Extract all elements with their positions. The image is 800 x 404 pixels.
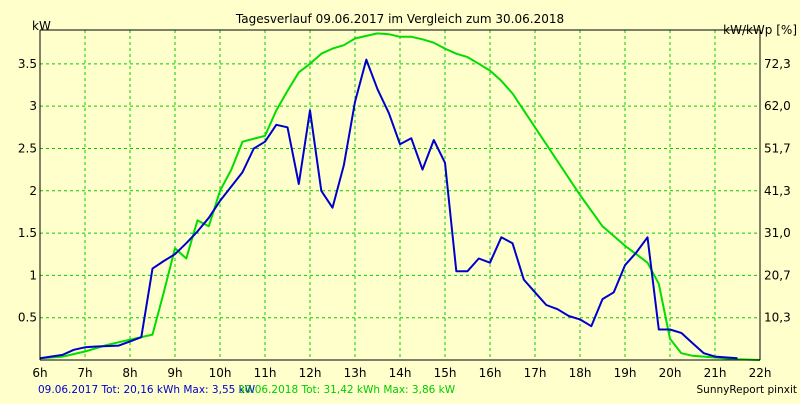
y-right-tick-label: 20,7	[764, 268, 791, 282]
x-tick-label: 20h	[659, 366, 682, 380]
y-right-tick-label: 41,3	[764, 184, 791, 198]
x-tick-label: 18h	[569, 366, 592, 380]
x-tick-label: 19h	[614, 366, 637, 380]
x-tick-label: 9h	[167, 366, 182, 380]
y-left-tick-label: 1	[29, 268, 37, 282]
x-tick-label: 15h	[434, 366, 457, 380]
y-right-tick-label: 72,3	[764, 57, 791, 71]
x-tick-label: 7h	[77, 366, 92, 380]
y-right-tick-label: 31,0	[764, 226, 791, 240]
x-tick-label: 14h	[389, 366, 412, 380]
y-left-tick-label: 3.5	[18, 57, 37, 71]
x-tick-label: 8h	[122, 366, 137, 380]
y-right-tick-label: 62,0	[764, 99, 791, 113]
x-tick-label: 16h	[479, 366, 502, 380]
y-axis-label-left: kW	[32, 19, 51, 33]
chart-title: Tagesverlauf 09.06.2017 im Vergleich zum…	[235, 12, 564, 26]
y-left-tick-label: 2	[29, 184, 37, 198]
series-line-2	[39, 32, 761, 361]
legend-series-2: 30.06.2018 Tot: 31,42 kWh Max: 3,86 kW	[238, 384, 456, 396]
x-tick-label: 12h	[299, 366, 322, 380]
y-left-tick-label: 1.5	[18, 226, 37, 240]
y-left-tick-label: 2.5	[18, 141, 37, 155]
x-tick-label: 13h	[344, 366, 367, 380]
y-left-tick-label: 3	[29, 99, 37, 113]
x-tick-label: 17h	[524, 366, 547, 380]
x-tick-label: 21h	[704, 366, 727, 380]
y-right-tick-label: 10,3	[764, 311, 791, 325]
y-right-tick-label: 51,7	[764, 141, 791, 155]
series-line-1	[39, 58, 738, 360]
y-left-tick-label: 0.5	[18, 311, 37, 325]
x-tick-label: 22h	[749, 366, 772, 380]
brand-label: SunnyReport pinxit	[697, 384, 797, 396]
legend-series-1: 09.06.2017 Tot: 20,16 kWh Max: 3,55 kW	[38, 384, 256, 396]
x-tick-label: 10h	[209, 366, 232, 380]
y-axis-label-right: kW/kWp [%]	[723, 23, 797, 37]
x-tick-label: 6h	[32, 366, 47, 380]
x-tick-label: 11h	[254, 366, 277, 380]
